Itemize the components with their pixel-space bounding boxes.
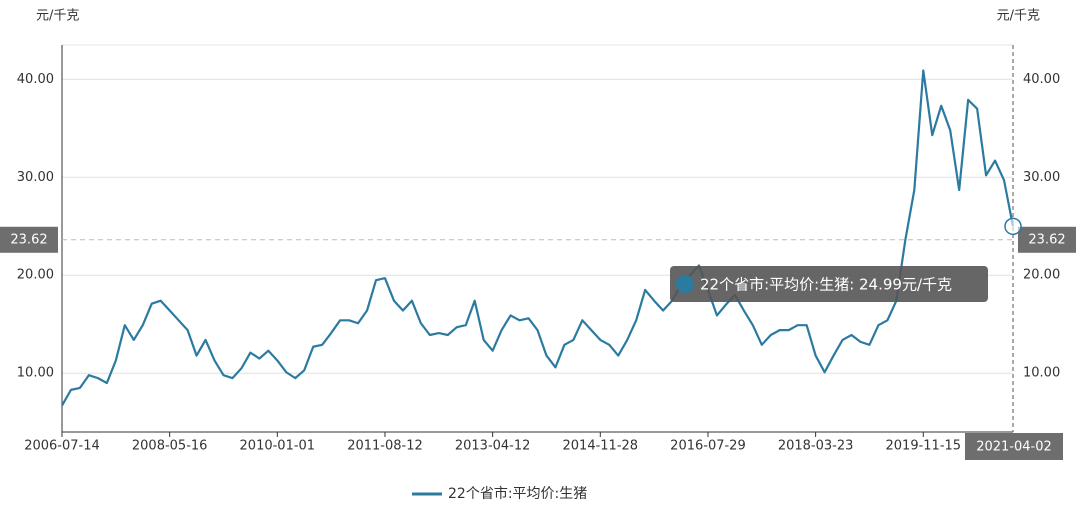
y2-tick-label: 40.00: [1023, 72, 1060, 87]
x-tick-label: 2016-07-29: [670, 439, 746, 454]
y-tick-label: 40.00: [17, 72, 54, 87]
legend-label: 22个省市:平均价:生猪: [448, 485, 587, 502]
y-axis-name: 元/千克: [36, 9, 79, 24]
axis-pointer-y-box-left: [0, 226, 58, 253]
x-tick-label: 2014-11-28: [563, 439, 639, 454]
hover-point: [1004, 217, 1022, 236]
y-tick-label: 20.00: [17, 268, 54, 283]
tooltip-box: [670, 266, 988, 302]
x-tick-label: 2013-04-12: [455, 439, 531, 454]
tooltip-marker: [676, 275, 694, 293]
x-tick-label: 2008-05-16: [132, 439, 208, 454]
y2-tick-label: 10.00: [1023, 366, 1060, 381]
x-tick-label: 2006-07-14: [24, 439, 100, 454]
axis-pointer-x-box: [965, 433, 1063, 460]
y2-tick-label: 20.00: [1023, 268, 1060, 283]
x-tick-label: 2018-03-23: [778, 439, 854, 454]
axis-pointer-x-label: 2021-04-02: [976, 440, 1052, 455]
axis-pointer-y-box-right: [1018, 226, 1076, 253]
axis-pointer-y-label-left: 23.62: [10, 232, 47, 247]
y2-axis-name: 元/千克: [997, 9, 1040, 24]
x-tick-label: 2011-08-12: [347, 439, 423, 454]
y2-tick-label: 30.00: [1023, 170, 1060, 185]
tooltip-text: 22个省市:平均价:生猪: 24.99元/千克: [700, 276, 952, 294]
x-tick-label: 2010-01-01: [240, 439, 316, 454]
y-tick-label: 30.00: [17, 170, 54, 185]
y-tick-label: 10.00: [17, 366, 54, 381]
axis-pointer-y-label-right: 23.62: [1028, 232, 1065, 247]
x-tick-label: 2019-11-15: [886, 439, 962, 454]
line-series: [61, 69, 1015, 407]
